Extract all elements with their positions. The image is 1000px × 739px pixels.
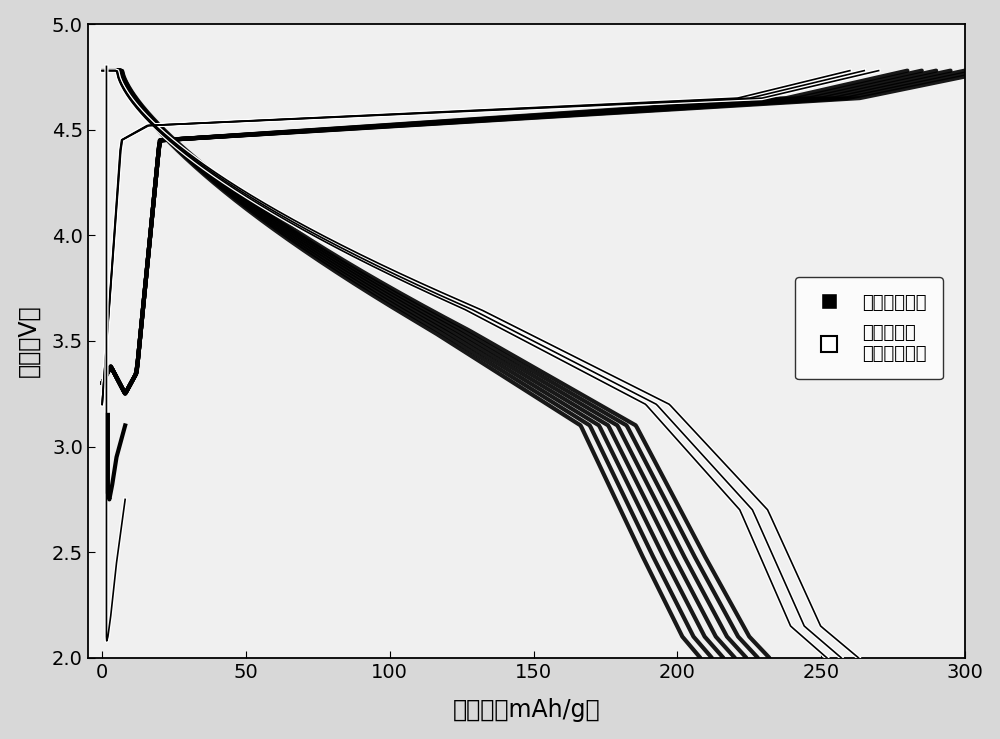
X-axis label: 比容量（mAh/g）: 比容量（mAh/g） [453, 698, 600, 722]
Y-axis label: 电压（V）: 电压（V） [17, 304, 41, 378]
Legend: 富锂锰基材料, 表面改性后
富锂锰基材料: 富锂锰基材料, 表面改性后 富锂锰基材料 [795, 277, 943, 379]
